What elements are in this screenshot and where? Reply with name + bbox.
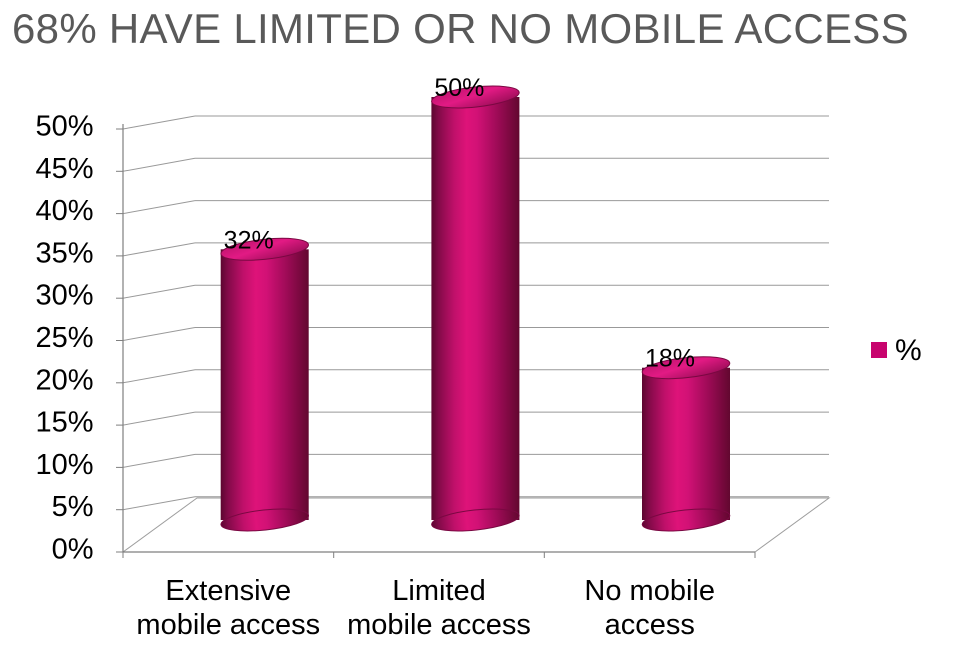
svg-text:30%: 30%: [35, 280, 93, 312]
svg-text:18%: 18%: [645, 345, 695, 373]
svg-text:25%: 25%: [35, 322, 93, 354]
svg-text:50%: 50%: [434, 74, 484, 102]
svg-text:%: %: [895, 334, 922, 367]
svg-text:No mobile: No mobile: [584, 575, 715, 607]
svg-text:35%: 35%: [35, 237, 93, 269]
svg-text:10%: 10%: [35, 449, 93, 481]
svg-text:50%: 50%: [35, 111, 93, 143]
svg-text:20%: 20%: [35, 364, 93, 396]
svg-text:mobile access: mobile access: [136, 609, 320, 641]
svg-text:45%: 45%: [35, 153, 93, 185]
svg-text:Extensive: Extensive: [165, 575, 291, 607]
svg-text:32%: 32%: [224, 226, 274, 254]
svg-text:40%: 40%: [35, 195, 93, 227]
svg-text:access: access: [605, 609, 695, 641]
svg-text:5%: 5%: [52, 491, 94, 523]
svg-text:mobile access: mobile access: [347, 609, 531, 641]
svg-text:15%: 15%: [35, 407, 93, 439]
svg-text:0%: 0%: [52, 534, 94, 566]
svg-text:Limited: Limited: [392, 575, 486, 607]
